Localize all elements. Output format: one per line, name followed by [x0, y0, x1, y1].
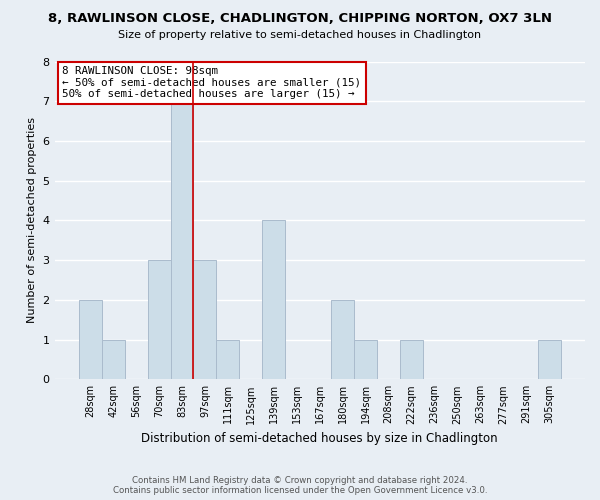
Bar — [400, 340, 423, 380]
Y-axis label: Number of semi-detached properties: Number of semi-detached properties — [27, 118, 37, 324]
Bar — [79, 300, 101, 380]
Text: Size of property relative to semi-detached houses in Chadlington: Size of property relative to semi-detach… — [118, 30, 482, 40]
Bar — [538, 340, 561, 380]
Text: 8 RAWLINSON CLOSE: 98sqm
← 50% of semi-detached houses are smaller (15)
50% of s: 8 RAWLINSON CLOSE: 98sqm ← 50% of semi-d… — [62, 66, 361, 100]
Bar — [193, 260, 217, 380]
Bar — [262, 220, 286, 380]
Bar — [170, 101, 193, 379]
X-axis label: Distribution of semi-detached houses by size in Chadlington: Distribution of semi-detached houses by … — [142, 432, 498, 445]
Text: Contains HM Land Registry data © Crown copyright and database right 2024.
Contai: Contains HM Land Registry data © Crown c… — [113, 476, 487, 495]
Bar — [331, 300, 354, 380]
Bar — [148, 260, 170, 380]
Bar — [354, 340, 377, 380]
Bar — [217, 340, 239, 380]
Text: 8, RAWLINSON CLOSE, CHADLINGTON, CHIPPING NORTON, OX7 3LN: 8, RAWLINSON CLOSE, CHADLINGTON, CHIPPIN… — [48, 12, 552, 26]
Bar — [101, 340, 125, 380]
